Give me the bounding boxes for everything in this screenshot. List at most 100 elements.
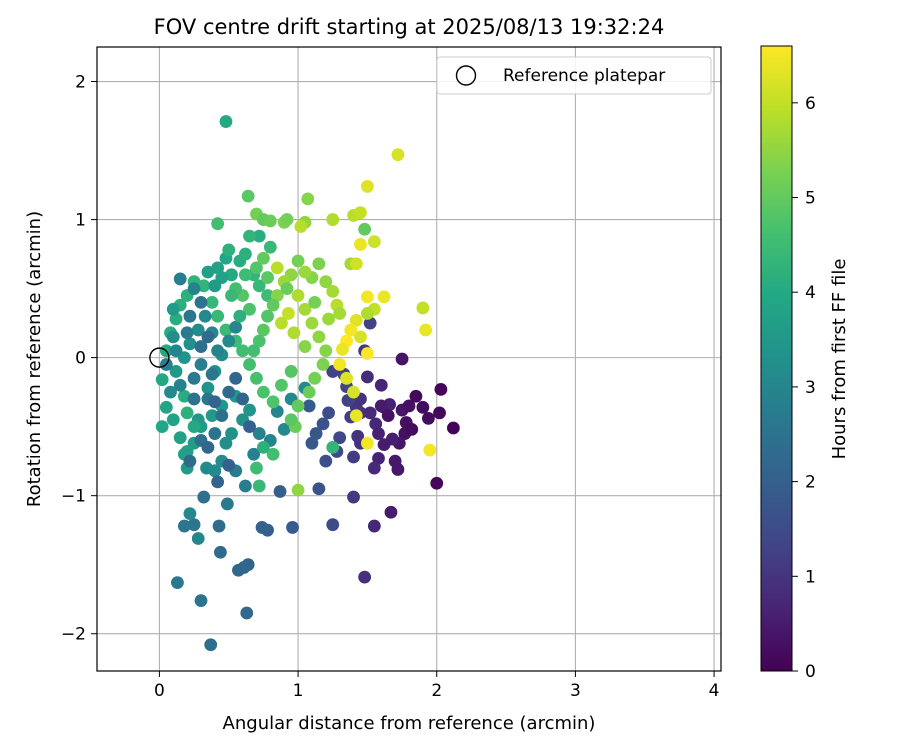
data-point: [286, 521, 299, 534]
data-point: [298, 265, 312, 279]
data-point: [257, 251, 270, 265]
data-point: [166, 330, 180, 344]
data-point: [409, 389, 423, 403]
data-point: [347, 490, 360, 504]
data-point: [197, 279, 211, 293]
data-point: [277, 423, 291, 436]
data-point: [391, 148, 405, 162]
data-point: [361, 370, 374, 384]
data-point: [247, 447, 261, 461]
data-point: [312, 482, 326, 496]
data-point: [201, 330, 215, 344]
data-point: [225, 427, 238, 440]
data-point: [275, 378, 288, 392]
x-tick-label-1: 1: [293, 681, 304, 701]
data-point: [419, 323, 433, 337]
data-point: [322, 312, 335, 326]
data-point: [344, 323, 358, 337]
data-point: [240, 606, 254, 620]
data-point: [261, 309, 274, 323]
data-point: [367, 461, 381, 475]
data-point: [187, 282, 201, 295]
data-point: [243, 358, 256, 371]
data-point: [377, 290, 391, 304]
data-point: [308, 371, 322, 385]
data-point: [358, 222, 372, 236]
data-point: [214, 545, 227, 559]
data-point: [187, 371, 201, 385]
data-point: [205, 367, 219, 381]
data-point: [198, 309, 212, 323]
data-point: [416, 301, 430, 315]
data-point: [291, 399, 305, 413]
data-point: [358, 570, 372, 584]
data-point: [381, 409, 395, 423]
data-point: [225, 268, 238, 282]
data-point: [361, 180, 374, 193]
data-point: [241, 189, 255, 203]
data-point: [402, 399, 416, 413]
data-point: [333, 431, 347, 445]
data-point: [326, 284, 340, 298]
data-point: [211, 344, 225, 358]
data-point: [347, 385, 360, 399]
colorbar-tick-label-5: 5: [805, 189, 816, 209]
data-point: [229, 320, 243, 334]
data-point: [309, 427, 323, 440]
data-point: [319, 344, 333, 358]
data-point: [243, 229, 256, 243]
data-point: [298, 302, 312, 316]
x-axis: 0 1 2 3 4: [154, 671, 719, 701]
data-point: [336, 342, 349, 356]
data-point: [252, 334, 266, 348]
data-point: [298, 340, 312, 353]
data-point: [247, 344, 261, 358]
colorbar-label: Hours from first FF file: [829, 259, 850, 460]
data-point: [173, 431, 187, 445]
data-point: [164, 385, 177, 399]
data-point: [261, 289, 274, 302]
data-point: [208, 464, 222, 478]
data-point: [266, 447, 280, 461]
data-point: [187, 420, 201, 434]
data-point: [270, 289, 284, 302]
data-point: [205, 409, 219, 423]
colorbar-frame: [760, 45, 793, 672]
data-point: [322, 406, 335, 420]
data-point: [212, 519, 226, 533]
data-point: [291, 254, 305, 268]
data-point: [169, 312, 183, 326]
data-point: [273, 485, 287, 498]
data-point: [280, 282, 294, 295]
data-point: [208, 395, 222, 409]
data-point: [180, 326, 194, 340]
colorbar-ticks: 0 1 2 3 4 5 6: [792, 94, 816, 682]
data-point: [263, 240, 277, 254]
data-point: [238, 268, 252, 282]
data-point: [361, 436, 374, 450]
data-point: [250, 261, 263, 275]
data-point: [270, 261, 284, 275]
data-point: [169, 344, 183, 358]
chart-title: FOV centre drift starting at 2025/08/13 …: [154, 15, 665, 39]
data-point: [301, 192, 315, 206]
legend-entry-reference-platepar: Reference platepar: [503, 66, 665, 86]
y-tick-label-3: 1: [75, 211, 86, 231]
data-point: [270, 405, 284, 418]
y-tick-label-0: −2: [61, 625, 86, 645]
data-point: [333, 307, 347, 320]
data-point: [312, 330, 326, 344]
data-point: [391, 463, 405, 476]
data-point: [416, 400, 430, 414]
data-point: [423, 443, 437, 457]
data-point: [166, 413, 180, 427]
data-point: [367, 235, 381, 249]
data-point: [384, 505, 398, 519]
data-point: [250, 371, 263, 385]
data-point: [197, 490, 211, 504]
data-point: [433, 406, 446, 420]
data-point: [349, 409, 363, 423]
data-point: [238, 479, 252, 493]
y-tick-label-4: 2: [75, 73, 86, 93]
data-point: [326, 440, 340, 454]
